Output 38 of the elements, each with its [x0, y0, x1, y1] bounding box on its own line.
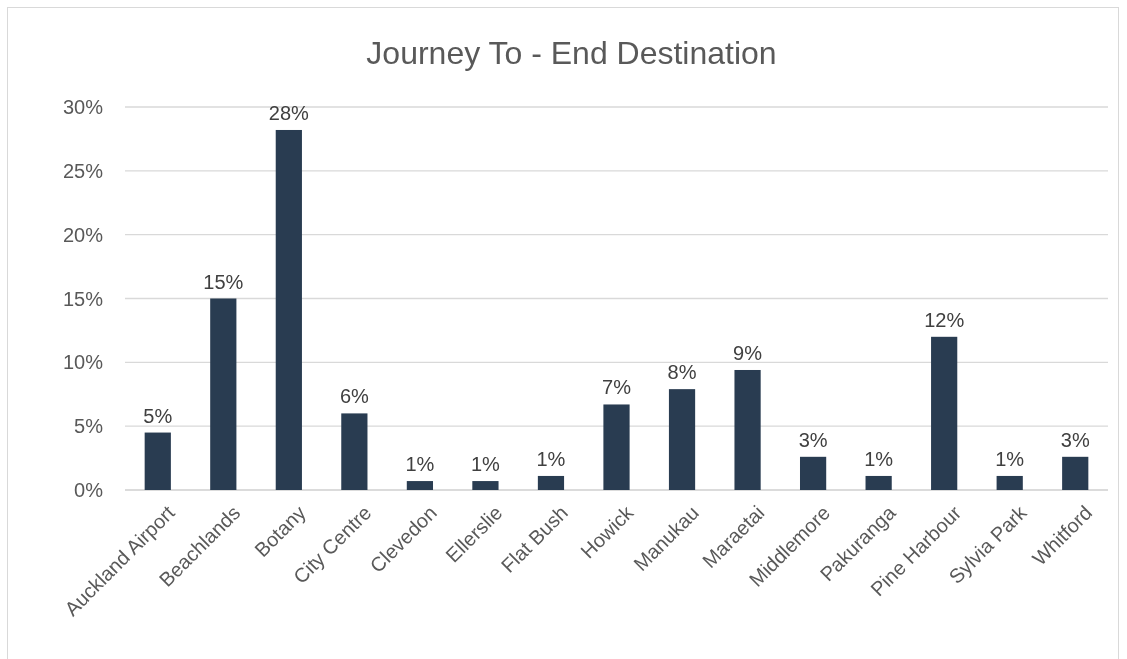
- bar: [799, 456, 827, 490]
- y-tick-label: 20%: [62, 223, 104, 246]
- y-tick-label: 25%: [62, 159, 104, 182]
- chart-title: Journey To - End Destination: [366, 35, 777, 71]
- y-tick-label: 15%: [62, 287, 104, 310]
- bar: [406, 481, 434, 490]
- bar: [603, 404, 630, 490]
- data-label: 12%: [924, 308, 965, 331]
- data-label: 1%: [864, 447, 894, 470]
- data-label: 28%: [268, 101, 310, 124]
- data-label: 15%: [203, 270, 244, 293]
- y-tick-label: 30%: [62, 96, 104, 118]
- bar: [734, 369, 761, 490]
- y-tick-label: 5%: [74, 415, 104, 438]
- data-label: 9%: [733, 341, 763, 364]
- bar: [472, 481, 499, 490]
- data-label: 3%: [798, 428, 828, 451]
- bar: [668, 389, 696, 490]
- data-label: 1%: [470, 453, 501, 476]
- data-label: 1%: [405, 453, 435, 476]
- data-label: 8%: [667, 361, 697, 384]
- bar: [210, 298, 237, 490]
- data-label: 7%: [602, 376, 632, 399]
- bar: [931, 336, 958, 490]
- bar: [996, 475, 1023, 490]
- bar: [865, 475, 892, 490]
- y-tick-label: 0%: [74, 479, 104, 501]
- data-label: 1%: [536, 447, 566, 470]
- data-label: 5%: [143, 404, 173, 427]
- data-label: 1%: [995, 447, 1025, 470]
- bar: [275, 129, 302, 490]
- data-label: 6%: [339, 385, 370, 408]
- data-label: 3%: [1060, 428, 1090, 451]
- bar: [537, 475, 565, 490]
- y-tick-label: 10%: [62, 351, 104, 374]
- bar: [1062, 456, 1089, 490]
- bar: [144, 432, 171, 490]
- bar: [341, 413, 368, 490]
